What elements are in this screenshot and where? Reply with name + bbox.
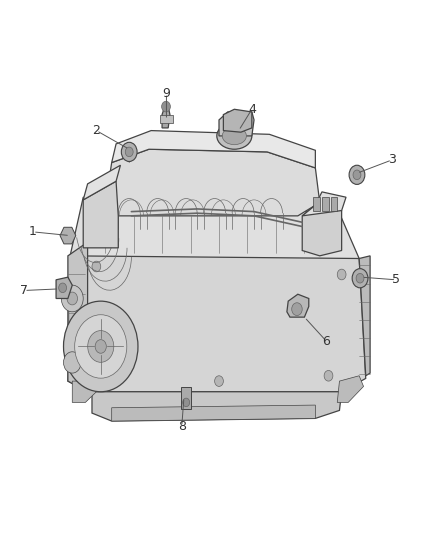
Polygon shape xyxy=(56,277,72,298)
Circle shape xyxy=(349,165,365,184)
Polygon shape xyxy=(302,205,342,256)
Text: 6: 6 xyxy=(322,335,330,348)
Circle shape xyxy=(95,340,106,353)
Circle shape xyxy=(183,398,190,407)
Circle shape xyxy=(88,330,114,362)
Circle shape xyxy=(352,269,368,288)
Polygon shape xyxy=(322,197,328,211)
Text: 7: 7 xyxy=(20,284,28,297)
Circle shape xyxy=(64,301,138,392)
Text: 8: 8 xyxy=(178,420,186,433)
Text: 4: 4 xyxy=(248,103,256,116)
Circle shape xyxy=(215,376,223,386)
Polygon shape xyxy=(83,181,118,248)
Circle shape xyxy=(356,273,364,283)
Circle shape xyxy=(353,170,361,180)
Polygon shape xyxy=(92,392,342,421)
Circle shape xyxy=(121,142,137,161)
Polygon shape xyxy=(112,405,315,421)
Polygon shape xyxy=(287,294,309,317)
Text: 3: 3 xyxy=(388,154,396,166)
Polygon shape xyxy=(219,112,254,136)
Polygon shape xyxy=(72,381,96,402)
Text: 1: 1 xyxy=(29,225,37,238)
Polygon shape xyxy=(223,109,252,132)
Circle shape xyxy=(292,303,302,316)
Circle shape xyxy=(324,370,333,381)
Polygon shape xyxy=(162,107,170,128)
Circle shape xyxy=(61,285,83,312)
Polygon shape xyxy=(112,131,315,168)
Polygon shape xyxy=(105,149,320,216)
Polygon shape xyxy=(160,115,173,123)
Polygon shape xyxy=(313,197,320,211)
Polygon shape xyxy=(331,197,337,211)
Ellipse shape xyxy=(217,123,252,149)
Text: 9: 9 xyxy=(162,87,170,100)
Circle shape xyxy=(92,261,101,272)
Ellipse shape xyxy=(223,127,246,145)
Polygon shape xyxy=(359,256,370,376)
Circle shape xyxy=(162,101,170,112)
Circle shape xyxy=(125,147,133,157)
Polygon shape xyxy=(337,376,364,402)
Circle shape xyxy=(92,368,101,378)
Circle shape xyxy=(337,269,346,280)
Polygon shape xyxy=(302,192,346,216)
Polygon shape xyxy=(68,245,366,392)
Circle shape xyxy=(64,352,81,373)
Circle shape xyxy=(67,292,78,305)
Text: 5: 5 xyxy=(392,273,400,286)
Polygon shape xyxy=(83,165,120,200)
Polygon shape xyxy=(181,387,191,409)
Circle shape xyxy=(74,314,127,378)
Circle shape xyxy=(59,283,67,293)
Polygon shape xyxy=(60,227,76,244)
Polygon shape xyxy=(70,197,359,259)
Polygon shape xyxy=(68,245,88,392)
Text: 2: 2 xyxy=(92,124,100,137)
